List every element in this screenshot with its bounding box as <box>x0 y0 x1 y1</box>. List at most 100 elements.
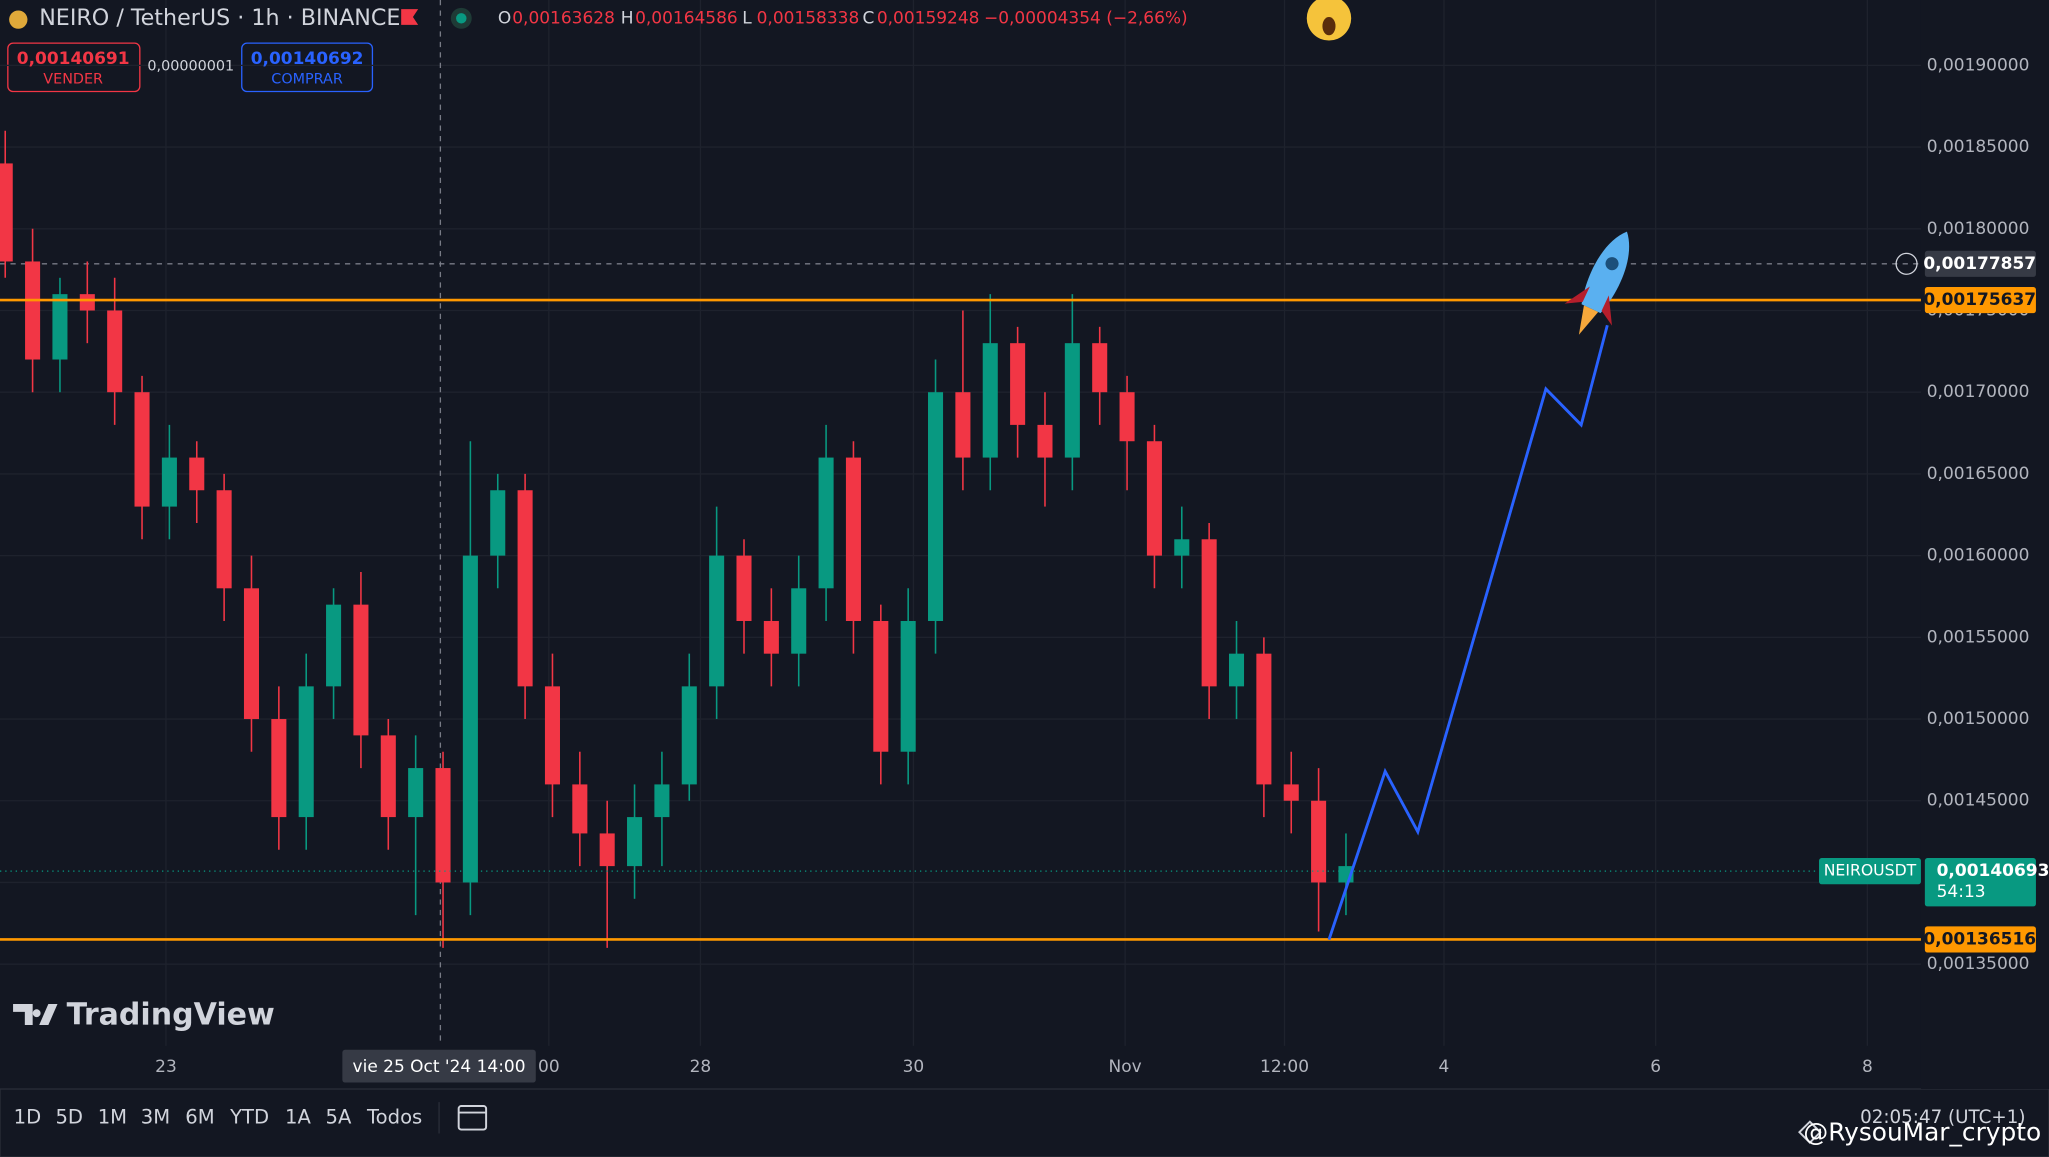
crosshair-time-box <box>342 1049 536 1083</box>
ohlc-value: 0,00164586 <box>635 8 738 28</box>
candle-body <box>353 604 369 736</box>
x-tick-label: 12:00 <box>1260 1057 1309 1077</box>
candle-body <box>654 784 670 818</box>
projection-line <box>1327 324 1609 941</box>
coin-icon <box>9 10 28 29</box>
crosshair-price-box <box>1924 250 2036 277</box>
y-tick-label: 0,00135000 <box>1927 954 2030 974</box>
level-label-box <box>1924 926 2036 953</box>
candle-body <box>271 719 287 818</box>
candle-body <box>818 457 834 589</box>
candle-body <box>873 620 889 752</box>
range-button[interactable]: 3M <box>141 1105 170 1128</box>
candle-body <box>928 392 944 621</box>
range-button[interactable]: 5D <box>55 1105 83 1128</box>
x-tick-label: 00 <box>538 1057 560 1077</box>
candle-body <box>107 310 123 393</box>
price-axis <box>1920 0 2049 1090</box>
ohlc-key: C <box>862 8 874 28</box>
candle-body <box>572 784 588 834</box>
candle-body <box>1037 424 1053 458</box>
x-tick-label: 28 <box>690 1057 712 1077</box>
clock: 02:05:47 (UTC+1) <box>1860 1107 2025 1128</box>
range-button[interactable]: 1M <box>98 1105 127 1128</box>
x-tick-label: 4 <box>1439 1057 1450 1077</box>
candle-body <box>462 555 478 883</box>
candle-body <box>79 294 95 311</box>
candle-body <box>1064 343 1080 458</box>
symbol-label: NEIROUSDT <box>1824 861 1917 880</box>
countdown-label: 54:13 <box>1937 882 1986 902</box>
y-tick-label: 0,00180000 <box>1927 219 2030 239</box>
candle-body <box>845 457 861 621</box>
candle-body <box>161 457 177 507</box>
candle-body <box>736 555 752 621</box>
spread: 0,00000001 <box>147 59 234 75</box>
candle-body <box>1010 343 1026 425</box>
candle-body <box>709 555 725 687</box>
crosshair-price-label: 0,00177857 <box>1923 254 2036 274</box>
x-tick-label: 8 <box>1862 1057 1873 1077</box>
buy-button[interactable] <box>241 42 374 93</box>
brand: TradingView <box>67 997 275 1032</box>
rocket-part <box>1564 286 1612 326</box>
candle-body <box>1256 653 1272 785</box>
y-tick-label: 0,00185000 <box>1927 137 2030 157</box>
bottom-toolbar <box>0 1088 2049 1157</box>
flag-icon[interactable] <box>401 9 419 25</box>
candle-body <box>243 588 260 720</box>
candle-body <box>1228 653 1245 687</box>
range-button[interactable]: 6M <box>185 1105 214 1128</box>
y-tick-label: 0,00155000 <box>1927 627 2030 647</box>
x-tick-label: Nov <box>1109 1057 1142 1077</box>
change-value: −0,00004354 (−2,66%) <box>984 8 1188 28</box>
candle-body <box>216 490 232 589</box>
candle-body <box>408 768 424 818</box>
candle-body <box>627 817 643 867</box>
candle-body <box>1201 539 1217 687</box>
add-alert-icon[interactable] <box>1895 252 1918 275</box>
y-tick-label: 0,00145000 <box>1927 791 2030 811</box>
candle-body <box>134 392 150 507</box>
range-button[interactable]: 1D <box>14 1105 42 1128</box>
calendar-icon[interactable] <box>457 1105 488 1131</box>
rocket-part <box>1578 305 1599 335</box>
candle-body <box>25 261 41 360</box>
buy-label: COMPRAR <box>271 72 343 88</box>
sell-price: 0,00140691 <box>17 49 130 69</box>
ohlc-key: L <box>742 8 752 28</box>
tv-logo <box>13 1004 58 1025</box>
sell-button[interactable] <box>7 42 141 93</box>
candle-body <box>955 392 971 458</box>
ohlc-value: 0,00163628 <box>512 8 615 28</box>
candle-body <box>763 620 779 654</box>
candle-body <box>681 686 697 785</box>
y-tick-label: 0,00190000 <box>1927 55 2030 75</box>
ohlc-key: O <box>498 8 511 28</box>
crosshair-time-label: vie 25 Oct '24 14:00 <box>353 1057 526 1077</box>
ohlc-value: 0,00158338 <box>757 8 860 28</box>
range-button[interactable]: 5A <box>326 1105 352 1128</box>
watermark-icon <box>1798 1120 1822 1145</box>
ohlc-value: 0,00159248 <box>877 8 980 28</box>
rocket-part <box>1605 257 1619 271</box>
buy-price: 0,00140692 <box>251 49 364 69</box>
range-button[interactable]: YTD <box>229 1105 269 1128</box>
sell-label: VENDER <box>43 72 103 88</box>
candle-body <box>1174 539 1190 556</box>
candle-body <box>1092 343 1108 393</box>
candle-body <box>0 163 13 262</box>
range-button[interactable]: 1A <box>285 1105 311 1128</box>
symbol-title: NEIRO / TetherUS · 1h · BINANCE <box>39 5 400 31</box>
candle-body <box>326 604 342 687</box>
candle-body <box>791 588 807 654</box>
x-tick-label: 30 <box>903 1057 925 1077</box>
symbol-box <box>1819 858 1921 885</box>
range-button[interactable]: Todos <box>366 1105 422 1128</box>
candle-body <box>1119 392 1135 442</box>
status-dot <box>456 13 467 24</box>
x-tick-label: 6 <box>1650 1057 1661 1077</box>
rocket <box>1564 231 1630 335</box>
ohlc-key: H <box>621 8 634 28</box>
